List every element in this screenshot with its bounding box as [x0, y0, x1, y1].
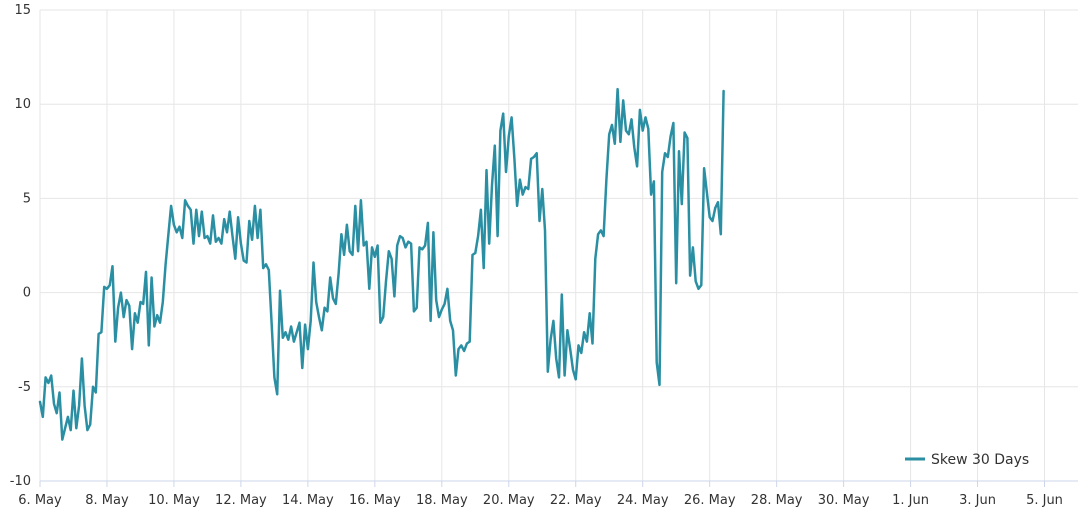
chart-grid	[39, 9, 1078, 482]
x-tick-label: 16. May	[349, 493, 401, 508]
legend[interactable]: Skew 30 Days	[905, 452, 1029, 468]
x-tick-label: 6. May	[18, 493, 62, 508]
x-tick-label: 3. Jun	[959, 493, 996, 508]
x-tick-label: 18. May	[416, 493, 468, 508]
x-tick-label: 26. May	[684, 493, 736, 508]
y-tick-label: -10	[10, 474, 31, 489]
y-tick-label: 10	[14, 97, 31, 112]
y-tick-label: 5	[23, 191, 31, 206]
x-tick-label: 1. Jun	[892, 493, 929, 508]
x-axis: 6. May 8. May 10. May 12. May 14. May 16. May…	[18, 480, 1078, 508]
x-tick-label: 24. May	[617, 493, 669, 508]
x-tick-label: 12. May	[215, 493, 267, 508]
x-tick-label: 20. May	[483, 493, 535, 508]
series-line-skew-30-days	[38, 87, 725, 441]
y-tick-label: 15	[14, 3, 31, 18]
series-layer	[38, 87, 725, 441]
y-tick-label: -5	[18, 380, 31, 395]
x-tick-label: 30. May	[818, 493, 870, 508]
x-tick-label: 28. May	[751, 493, 803, 508]
legend-label-skew-30-days: Skew 30 Days	[931, 452, 1029, 468]
x-tick-label: 14. May	[282, 493, 334, 508]
x-tick-label: 10. May	[148, 493, 200, 508]
x-tick-label: 8. May	[85, 493, 129, 508]
x-tick-label: 22. May	[550, 493, 602, 508]
x-tick-label: 5. Jun	[1026, 493, 1063, 508]
y-axis: -10 -5 0 5 10 15	[10, 3, 31, 489]
y-tick-label: 0	[23, 286, 31, 301]
